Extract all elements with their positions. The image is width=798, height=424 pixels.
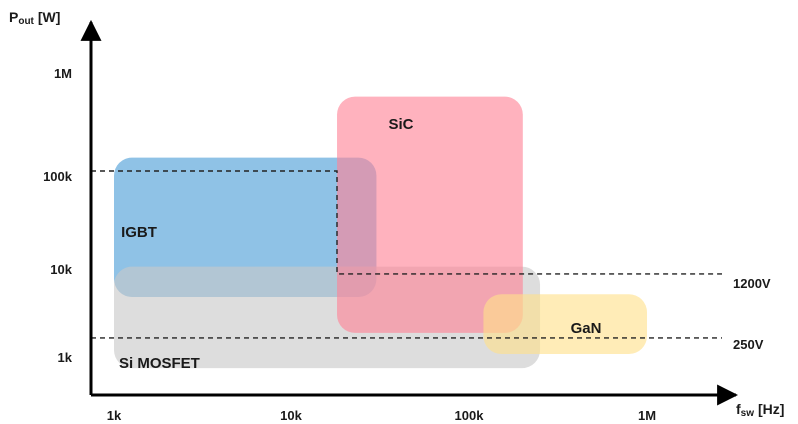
y-axis-title: Pout [W] [9, 9, 60, 27]
regions-layer [114, 96, 648, 369]
region-gan [483, 294, 648, 354]
y-tick-10k: 10k [50, 262, 72, 277]
label-250v: 250V [733, 337, 764, 352]
x-tick-100k: 100k [455, 408, 485, 423]
x-tick-1k: 1k [107, 408, 122, 423]
x-axis-title-unit: [Hz] [758, 401, 784, 417]
label-si-mosfet: Si MOSFET [119, 355, 200, 372]
voltage-line-1200v [91, 170, 722, 275]
y-axis-title-main: P [9, 9, 18, 25]
label-sic: SiC [388, 116, 413, 133]
y-tick-1m: 1M [54, 66, 72, 81]
x-tick-1m: 1M [638, 408, 656, 423]
region-igbt [114, 157, 377, 297]
voltage-lines-layer [91, 170, 722, 339]
x-tick-10k: 10k [280, 408, 302, 423]
label-gan: GaN [571, 320, 602, 337]
x-axis-title: fsw [Hz] [736, 401, 784, 419]
y-tick-100k: 100k [43, 169, 73, 184]
y-axis-title-sub: out [18, 16, 34, 27]
x-axis-title-main: f [736, 401, 741, 417]
label-1200v: 1200V [733, 276, 771, 291]
x-axis-title-sub: sw [741, 408, 755, 419]
y-axis-title-unit: [W] [38, 9, 61, 25]
label-igbt: IGBT [121, 224, 157, 241]
y-tick-1k: 1k [58, 350, 73, 365]
